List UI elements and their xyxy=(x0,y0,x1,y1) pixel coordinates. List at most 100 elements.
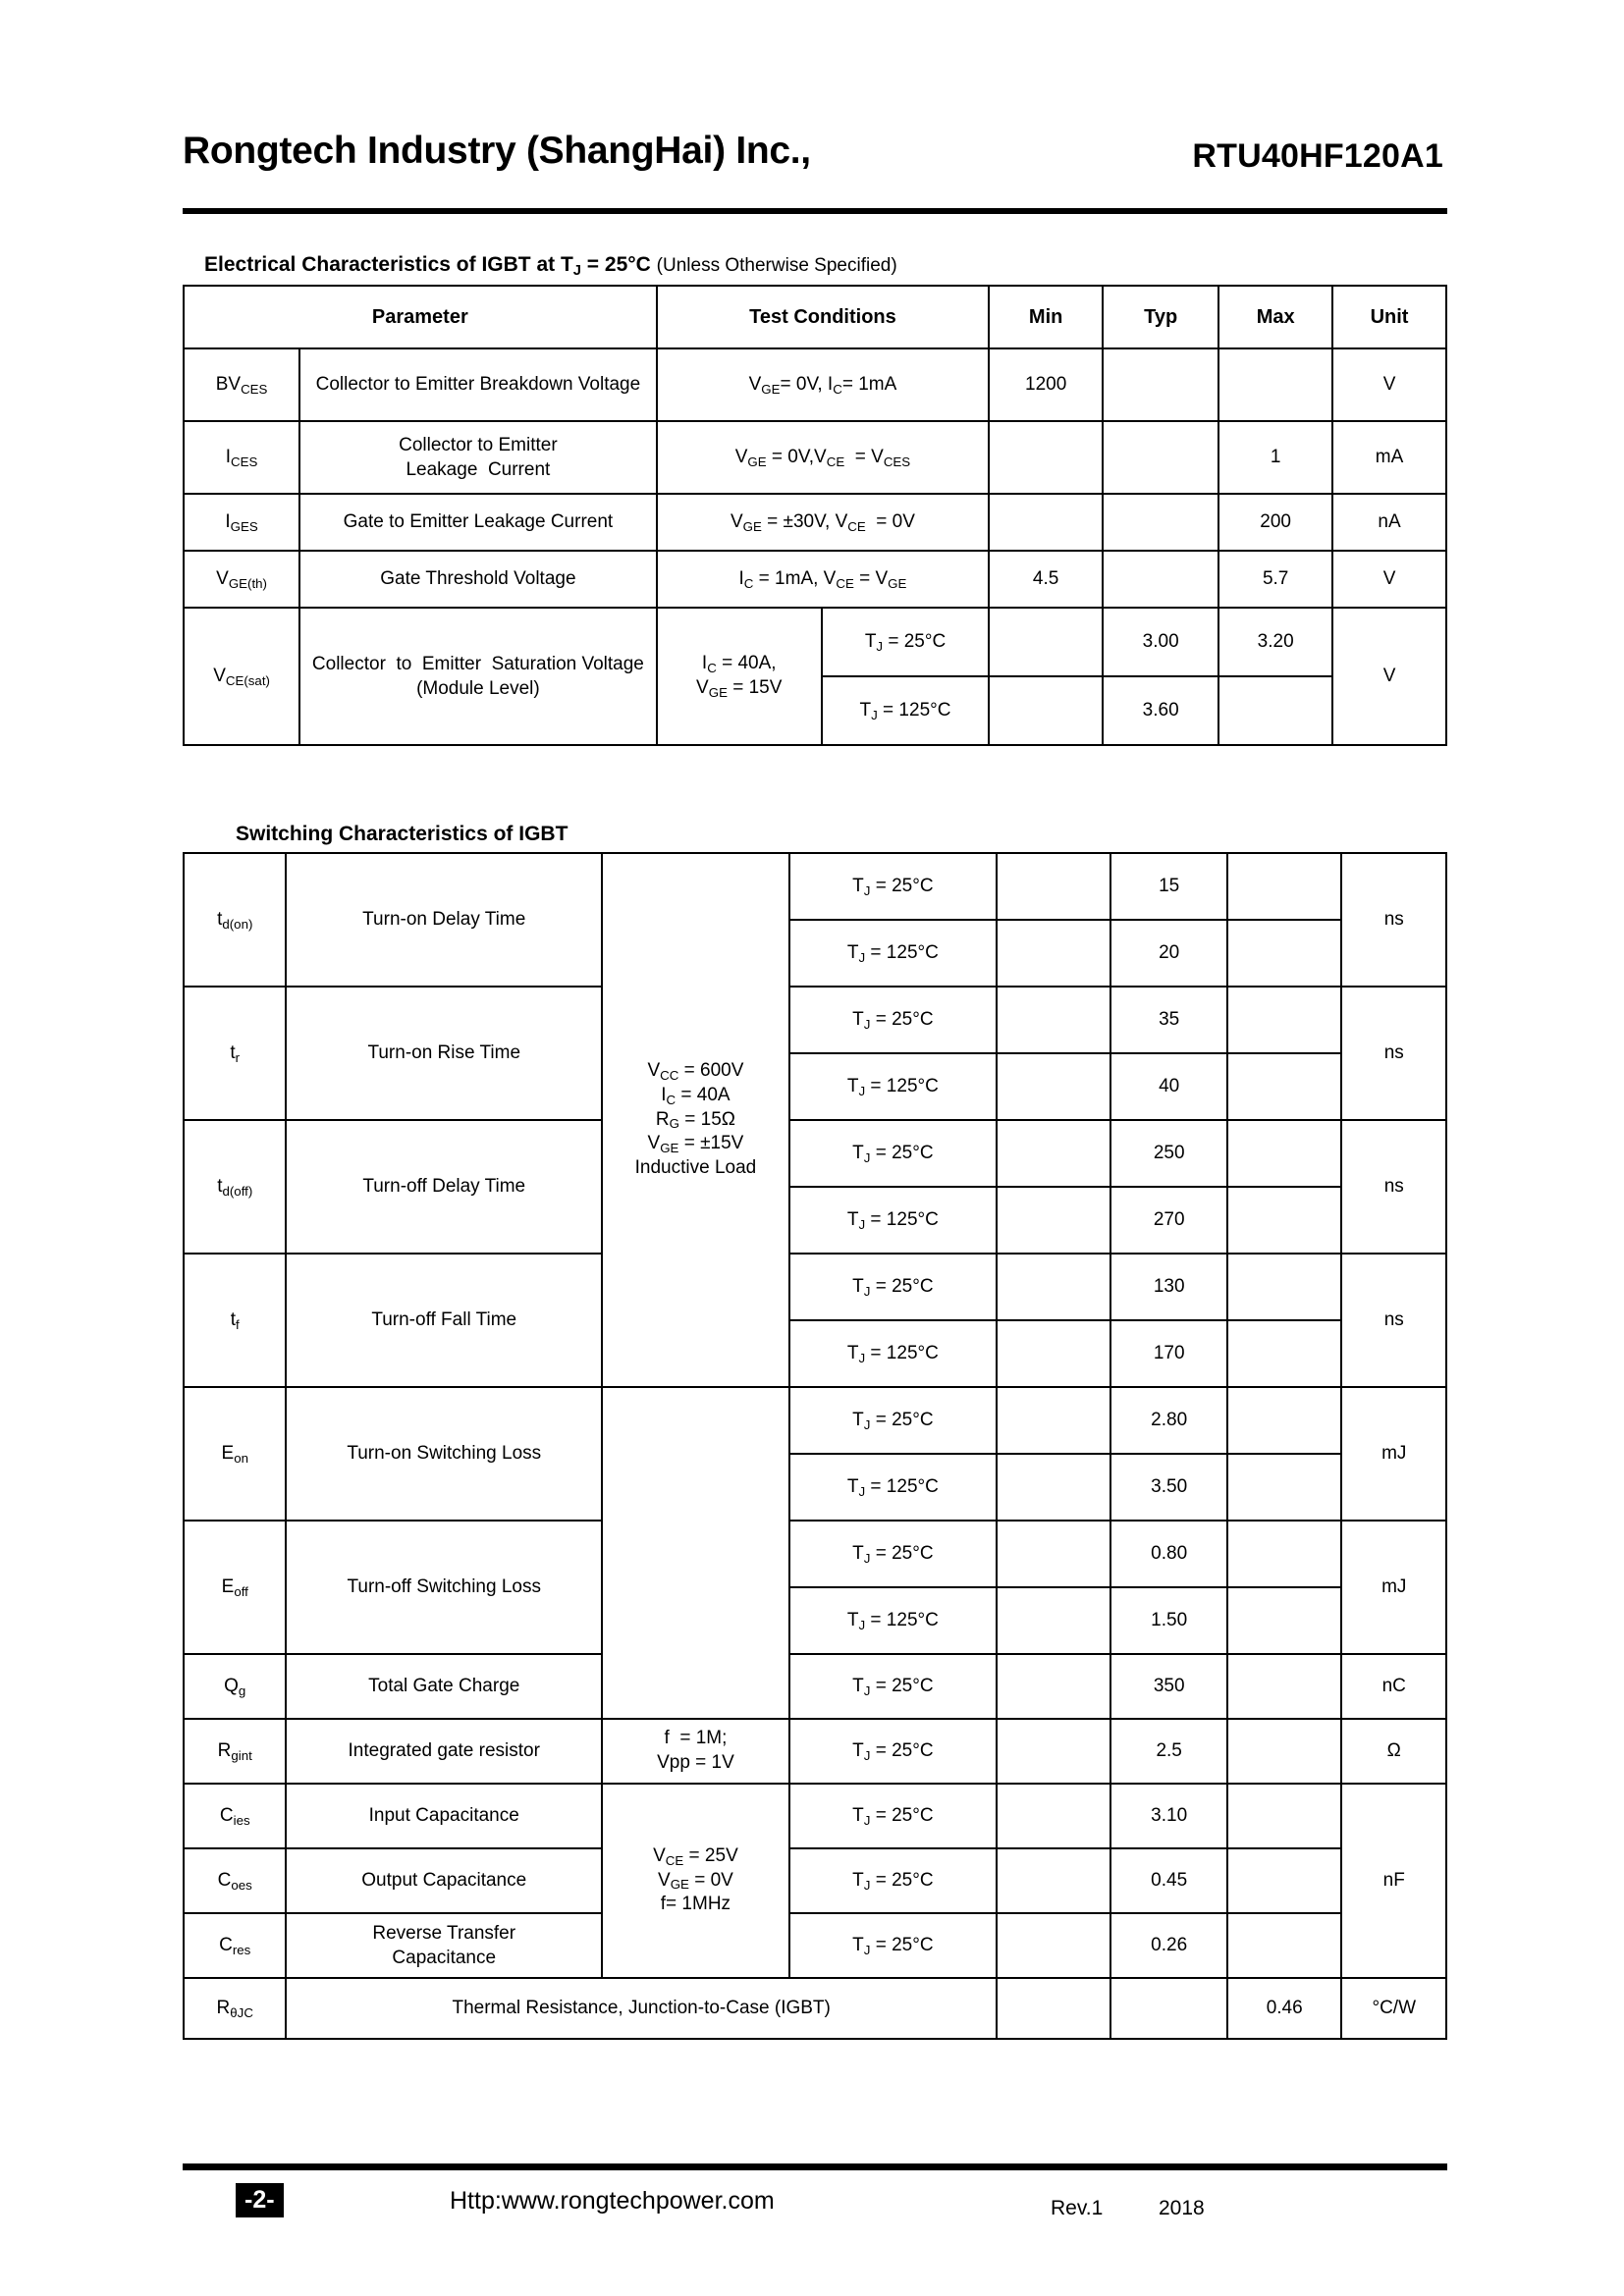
row-max xyxy=(1225,1847,1343,1914)
subrow-typ: 270 xyxy=(1110,1186,1228,1255)
subrow-temperature: TJ = 25°C xyxy=(787,1253,998,1321)
row-unit: ns xyxy=(1340,1253,1447,1388)
subrow-max xyxy=(1225,1453,1343,1522)
table-row: BVCES Collector to Emitter Breakdown Vol… xyxy=(182,347,1447,422)
subrow-max xyxy=(1225,1319,1343,1388)
table-row: TJ = 125°C 3.60 xyxy=(184,675,1446,746)
electrical-title-note: (Unless Otherwise Specified) xyxy=(656,255,897,276)
subrow-typ: 15 xyxy=(1110,852,1228,921)
subrow-temperature: TJ = 25°C xyxy=(787,986,998,1054)
table-row: Coes Output Capacitance TJ = 25°C 0.45 xyxy=(182,1847,1446,1914)
footer-revision: Rev.1 xyxy=(1051,2197,1104,2219)
row-test-conditions-gate-resistor: f = 1M; Vpp = 1V xyxy=(600,1718,790,1785)
row-description: Total Gate Charge xyxy=(285,1653,603,1720)
row-symbol: tf xyxy=(182,1253,288,1388)
subrow-typ: 35 xyxy=(1110,986,1228,1054)
subrow-min xyxy=(995,919,1112,988)
subrow-temperature: TJ = 125°C xyxy=(787,1453,998,1522)
row-description: Gate to Emitter Leakage Current xyxy=(298,493,658,552)
table-row: VCE(sat) Collector to Emitter Saturation… xyxy=(182,607,1447,746)
subrow-min xyxy=(995,1386,1112,1455)
subrow-max xyxy=(1225,1386,1343,1455)
row-description: Thermal Resistance, Junction-to-Case (IG… xyxy=(285,1977,998,2040)
row-symbol: Eoff xyxy=(182,1520,288,1655)
row-description: Gate Threshold Voltage xyxy=(298,550,658,609)
subrow-typ: 130 xyxy=(1110,1253,1228,1321)
electrical-title-main: Electrical Characteristics of IGBT at TJ… xyxy=(204,253,651,280)
subrow-temperature: TJ = 25°C xyxy=(787,1847,998,1914)
table-row: td(on) Turn-on Delay Time VCC = 600V IC =… xyxy=(182,852,1447,1388)
page-number-badge: -2- xyxy=(236,2183,284,2217)
subrow-max xyxy=(1218,675,1334,746)
subrow-temperature: TJ = 25°C xyxy=(787,852,998,921)
table-row: TJ = 125°C 20 xyxy=(184,919,1446,988)
subrow-min xyxy=(995,1119,1112,1188)
subrow-temperature: TJ = 125°C xyxy=(787,1186,998,1255)
row-test-conditions: IC = 1mA, VCE = VGE xyxy=(655,550,991,609)
subrow-min xyxy=(995,1052,1112,1121)
row-unit: mJ xyxy=(1340,1386,1447,1522)
table-row: Eoff Turn-off Switching Loss TJ = 25°C 0… xyxy=(182,1520,1447,1655)
subrow-typ: 20 xyxy=(1110,919,1228,988)
row-unit: nC xyxy=(1340,1653,1447,1720)
subrow-typ: 3.00 xyxy=(1102,607,1220,677)
row-unit: ns xyxy=(1340,986,1447,1121)
subrow-min xyxy=(995,986,1112,1054)
row-typ: 3.10 xyxy=(1110,1783,1228,1849)
switching-section-title: Switching Characteristics of IGBT xyxy=(236,823,568,845)
table-row: td(off) Turn-off Delay Time TJ = 25°C 25… xyxy=(182,1119,1447,1255)
row-description: Reverse Transfer Capacitance xyxy=(285,1912,603,1979)
subrow-min xyxy=(988,675,1105,746)
electrical-characteristics-table: Parameter Test Conditions Min Typ Max Un… xyxy=(182,285,1447,746)
subrow-max xyxy=(1225,1520,1343,1588)
subrow-typ: 3.60 xyxy=(1102,675,1220,746)
row-symbol: IGES xyxy=(182,493,301,552)
row-typ xyxy=(1110,1977,1228,2040)
subrow-temperature: TJ = 25°C xyxy=(787,1653,998,1720)
row-unit: mJ xyxy=(1340,1520,1447,1655)
subrow-max xyxy=(1225,1186,1343,1255)
row-unit: mA xyxy=(1331,420,1447,495)
row-symbol: VGE(th) xyxy=(182,550,301,609)
subrow-temperature: TJ = 25°C xyxy=(787,1718,998,1785)
subrow-min xyxy=(995,1520,1112,1588)
subrow-typ: 250 xyxy=(1110,1119,1228,1188)
row-unit: V xyxy=(1331,607,1447,746)
table-row: Qg Total Gate Charge TJ = 25°C 350 nC xyxy=(182,1653,1447,1720)
row-description: Turn-on Delay Time xyxy=(285,852,603,988)
row-description: Output Capacitance xyxy=(285,1847,603,1914)
row-symbol: td(on) xyxy=(182,852,288,988)
row-unit: Ω xyxy=(1340,1718,1447,1785)
row-typ: 0.45 xyxy=(1110,1847,1228,1914)
subrow-min xyxy=(988,607,1105,677)
row-test-conditions: VGE= 0V, IC= 1mA xyxy=(655,347,991,422)
subrow-temperature: TJ = 25°C xyxy=(787,1520,998,1588)
row-min xyxy=(995,1783,1112,1849)
row-max: 0.46 xyxy=(1225,1977,1343,2040)
subrow-max xyxy=(1225,852,1343,921)
row-typ: 350 xyxy=(1110,1653,1228,1720)
table-row: TJ = 125°C 40 xyxy=(184,1052,1446,1121)
part-number: RTU40HF120A1 xyxy=(1192,137,1443,175)
subrow-min xyxy=(995,852,1112,921)
row-description: Turn-off Delay Time xyxy=(285,1119,603,1255)
row-symbol: Coes xyxy=(182,1847,288,1914)
row-symbol: Eon xyxy=(182,1386,288,1522)
subrow-temperature: TJ = 25°C xyxy=(787,1386,998,1455)
subrow-max xyxy=(1225,1253,1343,1321)
row-typ xyxy=(1102,347,1220,422)
subrow-temperature: TJ = 125°C xyxy=(787,1319,998,1388)
table-row: IGES Gate to Emitter Leakage Current VGE… xyxy=(182,493,1447,552)
subrow-temperature: TJ = 25°C xyxy=(787,1119,998,1188)
row-symbol: Qg xyxy=(182,1653,288,1720)
subrow-min xyxy=(995,1253,1112,1321)
row-description: Turn-off Fall Time xyxy=(285,1253,603,1388)
row-max: 5.7 xyxy=(1218,550,1334,609)
footer-website-url[interactable]: Http:www.rongtechpower.com xyxy=(450,2187,775,2215)
row-symbol: VCE(sat) xyxy=(182,607,301,746)
page-header: Rongtech Industry (ShangHai) Inc., RTU40… xyxy=(183,130,1443,208)
subrow-typ: 2.80 xyxy=(1110,1386,1228,1455)
row-min: 4.5 xyxy=(988,550,1105,609)
subrow-typ: 1.50 xyxy=(1110,1586,1228,1655)
